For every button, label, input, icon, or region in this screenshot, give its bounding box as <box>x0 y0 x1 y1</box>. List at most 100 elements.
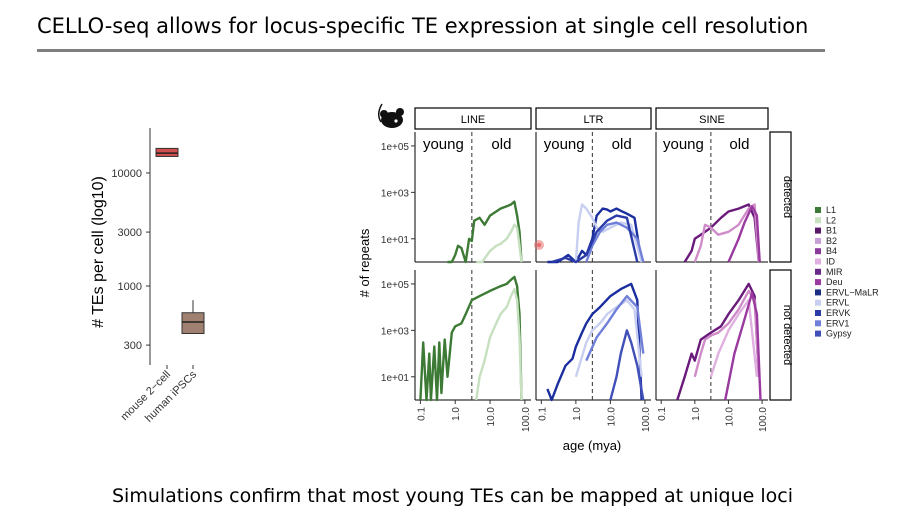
strip-detected <box>769 131 792 263</box>
facet-x-tick-label: 0.1 <box>537 407 548 421</box>
strip-label: SINE <box>699 114 725 126</box>
facet-x-tick-label: 10.0 <box>724 407 735 427</box>
series-line-ervl <box>574 203 643 263</box>
facet-y-tick-label: 1e+05 <box>381 280 410 291</box>
legend-swatch <box>815 279 821 286</box>
old-label: old <box>491 136 511 153</box>
legend-swatch <box>815 258 821 265</box>
facet-y-tick-label: 1e+01 <box>381 373 410 384</box>
legend-label: MIR <box>826 267 843 277</box>
series-line-b4 <box>724 292 762 401</box>
legend-swatch <box>815 248 821 255</box>
legend-label: ID <box>826 257 836 267</box>
strip-label: LTR <box>584 114 604 126</box>
series-line-l1 <box>419 275 523 402</box>
legend-swatch <box>815 299 821 306</box>
series-line-l1 <box>447 200 523 264</box>
legend-swatch <box>815 217 821 224</box>
legend-swatch <box>815 289 821 296</box>
row-strips: detected not detected <box>769 131 793 401</box>
legend-label: Deu <box>826 277 843 287</box>
old-label: old <box>729 136 749 153</box>
boxplot-y-axis-label: # TEs per cell (log10) <box>90 176 107 328</box>
facet-x-axis-label: age (mya) <box>563 438 622 453</box>
strip-label: LINE <box>461 114 485 126</box>
title-divider <box>37 49 825 52</box>
facet-x-tick-label: 1.0 <box>691 407 702 421</box>
facet-x-tick-label: 100.0 <box>521 407 532 432</box>
legend-label: L1 <box>826 205 836 215</box>
legend-label: B4 <box>826 246 837 256</box>
column-strips: LINE LTR SINE <box>414 107 769 130</box>
young-label: young <box>423 136 464 153</box>
legend-label: ERV1 <box>826 318 849 328</box>
series-line-ervl-malr <box>551 214 639 264</box>
strip-not-detected <box>769 269 792 401</box>
te-per-cell-boxplot: # TEs per cell (log10) 1000030001000300 … <box>90 128 205 425</box>
series-line-l2 <box>475 287 523 401</box>
legend-swatch <box>815 227 821 234</box>
series-line-ervk <box>546 282 643 402</box>
series-line-b1 <box>676 282 760 401</box>
series-line-id <box>709 299 759 378</box>
facet-y-ticks: 1e+05 1e+03 1e+01 1e+05 1e+03 1e+01 <box>381 142 415 384</box>
series-line-ervk <box>547 207 643 264</box>
facet-x-tick-label: 10.0 <box>606 407 617 427</box>
legend: L1L2B1B2B4IDMIRDeuERVL−MaLRERVLERVKERV1G… <box>815 205 879 339</box>
series-line-gypsy <box>609 329 645 401</box>
row-strip-label: not detected <box>781 305 793 366</box>
row-strip-label: detected <box>781 176 793 218</box>
series-line-ervl <box>574 299 643 378</box>
young-label: young <box>663 136 704 153</box>
facet-y-tick-label: 1e+03 <box>381 188 410 199</box>
series-line-b4 <box>727 205 761 263</box>
young-label: young <box>544 136 585 153</box>
facet-x-tick-label: 1.0 <box>451 407 462 421</box>
facet-x-tick-label: 100.0 <box>641 407 652 432</box>
facet-y-tick-label: 1e+05 <box>381 142 410 153</box>
legend-swatch <box>815 310 821 316</box>
boxplot-boxes <box>155 147 205 334</box>
boxplot-y-tick-label: 300 <box>124 340 142 352</box>
legend-label: B2 <box>826 236 837 246</box>
legend-swatch <box>815 207 821 213</box>
boxplot-box <box>181 312 205 334</box>
legend-label: L2 <box>826 215 836 225</box>
facet-y-axis-label: # of repeats <box>357 228 372 297</box>
legend-label: ERVK <box>826 308 850 318</box>
strip-ltr <box>535 107 652 130</box>
strip-line <box>414 107 532 130</box>
legend-swatch <box>815 268 821 275</box>
legend-swatch <box>815 320 821 327</box>
facet-x-ticks: 0.1 1.0 10.0 100.0 0.1 1.0 10.0 100.0 0.1 1.0 10.0… <box>416 400 769 432</box>
facet-x-tick-label: 0.1 <box>657 407 668 421</box>
legend-swatch <box>815 330 821 337</box>
facet-y-tick-label: 1e+03 <box>381 326 410 337</box>
mouse-icon <box>378 103 404 128</box>
legend-swatch <box>815 237 821 244</box>
boxplot-y-ticks: 10000 3000 1000 300 <box>111 168 150 352</box>
series-line-erv1 <box>585 221 645 263</box>
strip-sine <box>655 107 769 130</box>
facet-x-tick-label: 1.0 <box>572 407 583 421</box>
series-line-erv1 <box>585 294 645 362</box>
facet-panels: young old young old young old <box>414 132 768 402</box>
repeat-age-faceted-chart: LINE LTR SINE detected not detected young ol… <box>357 107 879 453</box>
old-label: old <box>612 136 632 153</box>
facet-x-tick-label: 10.0 <box>486 407 497 427</box>
slide-title: CELLO-seq allows for locus-specific TE e… <box>37 14 809 38</box>
slide-footer: Simulations confirm that most young TEs … <box>112 485 793 507</box>
facet-x-tick-label: 100.0 <box>758 407 769 432</box>
facet-x-tick-label: 0.1 <box>416 407 427 421</box>
boxplot-y-tick-label: 1000 <box>118 281 142 293</box>
facet-y-tick-label: 1e+01 <box>381 235 410 246</box>
legend-label: Gypsy <box>826 329 852 339</box>
series-line-l2 <box>476 223 523 264</box>
legend-label: ERVL <box>826 298 849 308</box>
figure-canvas: # TEs per cell (log10) 1000030001000300 … <box>90 103 879 453</box>
boxplot-y-tick-label: 3000 <box>118 227 142 239</box>
legend-label: ERVL−MaLR <box>826 287 879 297</box>
legend-label: B1 <box>826 226 837 236</box>
boxplot-y-tick-label: 10000 <box>111 168 142 180</box>
